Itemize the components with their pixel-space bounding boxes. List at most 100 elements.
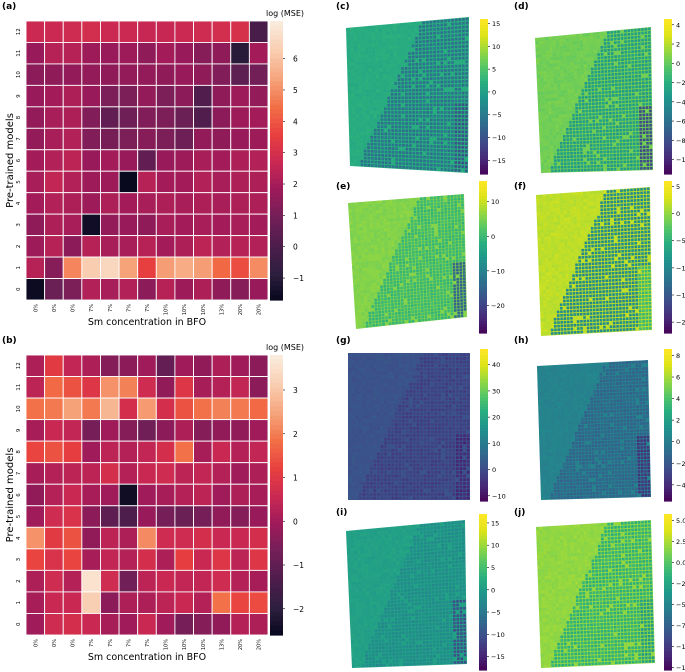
colorbar-segment (664, 25, 672, 29)
map-point (367, 242, 371, 246)
map-point (358, 72, 362, 76)
map-point (357, 290, 360, 294)
colorbar-segment (480, 40, 488, 45)
map-point (404, 41, 408, 45)
map-point (349, 124, 352, 128)
map-point (363, 135, 367, 139)
map-point (387, 303, 391, 307)
map-point (388, 161, 392, 165)
map-point (439, 261, 442, 264)
map-point (403, 201, 406, 205)
map-point (536, 71, 540, 75)
map-point (444, 316, 447, 319)
map-point (600, 197, 603, 201)
colorbar-segment (270, 527, 283, 533)
heatmap-cell (193, 84, 213, 108)
map-point (614, 76, 618, 80)
map-point (460, 314, 464, 318)
map-point (366, 283, 370, 287)
heatmap-cell (81, 462, 101, 485)
colorbar-segment (270, 387, 283, 393)
map-point (396, 283, 400, 287)
map-point (536, 198, 540, 202)
map-point (413, 291, 417, 295)
map-point (353, 156, 357, 159)
map-point (418, 36, 422, 40)
map-point (613, 164, 617, 167)
map-point (450, 297, 453, 300)
map-point (402, 264, 406, 268)
map-point (370, 132, 374, 135)
map-point (462, 274, 466, 277)
colorbar-segment (270, 532, 283, 538)
map-point (444, 114, 447, 118)
map-point (577, 65, 580, 68)
map-point (385, 250, 388, 254)
map-point (593, 53, 597, 57)
map-point (569, 192, 573, 196)
heatmap-cell (25, 354, 46, 377)
map-point (564, 169, 567, 172)
map-point (616, 136, 619, 139)
map-point (545, 108, 548, 112)
colorbar-segment (664, 102, 672, 107)
map-point (619, 121, 622, 125)
map-point (646, 145, 649, 149)
map-point (609, 150, 613, 154)
colorbar-segment (479, 314, 487, 319)
map-point (643, 191, 647, 194)
colorbar-segment (270, 137, 283, 143)
map-point (397, 290, 400, 293)
map-point (543, 64, 546, 68)
map-point (422, 129, 426, 133)
map-point (375, 54, 379, 57)
map-point (459, 286, 463, 290)
map-point (449, 278, 453, 282)
map-point (553, 56, 556, 60)
map-point (404, 239, 408, 242)
map-point (580, 68, 584, 72)
map-point (384, 118, 387, 121)
map-point (636, 145, 639, 149)
map-point (422, 47, 426, 51)
map-point (451, 118, 454, 122)
map-point (434, 214, 437, 218)
map-point (360, 135, 363, 139)
map-point (631, 36, 634, 39)
map-point (356, 224, 360, 228)
map-point (616, 143, 620, 146)
map-point (406, 201, 410, 205)
map-point (419, 281, 423, 285)
map-point (646, 127, 649, 131)
colorbar-segment (480, 37, 488, 42)
map-point (383, 71, 387, 75)
map-point (553, 215, 557, 218)
map-point (375, 47, 379, 50)
map-point (554, 87, 558, 91)
map-point (554, 240, 558, 243)
map-point (429, 28, 433, 31)
map-point (600, 194, 603, 197)
map-point (378, 254, 382, 257)
map-point (577, 168, 581, 172)
y-tick-label: 9 (16, 94, 22, 98)
map-point (356, 221, 359, 224)
colorbar-segment (480, 136, 488, 141)
map-point (620, 210, 624, 214)
colorbar-segment (270, 286, 283, 292)
heatmap-cell (211, 505, 232, 528)
colorbar-segment (480, 133, 488, 138)
map-point (354, 306, 358, 310)
map-point (576, 148, 580, 151)
map-point (440, 208, 444, 211)
colorbar-segment (270, 197, 283, 203)
map-point (401, 133, 405, 136)
map-point (621, 47, 624, 51)
map-point (549, 122, 552, 125)
heatmap-cell (211, 235, 232, 258)
heatmap-cell (44, 278, 64, 301)
map-point (376, 86, 380, 89)
map-point (541, 95, 544, 98)
map-point (544, 163, 547, 166)
map-point (381, 238, 384, 241)
